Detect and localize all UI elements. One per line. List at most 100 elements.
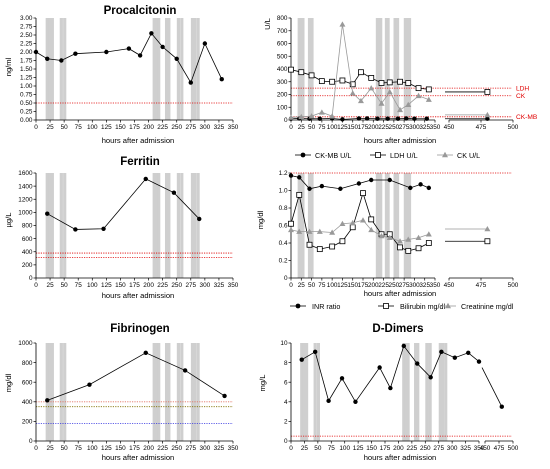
x-tick-label: 350 (430, 282, 441, 289)
x-tick-label: 0 (34, 282, 38, 289)
x-tick-label: 325 (419, 124, 430, 131)
data-point (360, 217, 366, 223)
legend: INR ratio Bilirubin mg/dl Creatinine mg/… (290, 302, 514, 311)
data-point (349, 90, 356, 96)
data-point (317, 116, 322, 121)
x-axis-label: hours after admission (102, 136, 175, 145)
legend-item-ck: CK U/L (437, 151, 480, 160)
treatment-band (190, 18, 195, 120)
data-point (87, 382, 92, 387)
treatment-band (152, 343, 156, 441)
x-tick-label: 150 (115, 282, 126, 289)
data-point (143, 176, 148, 182)
data-point (415, 245, 422, 252)
y-tick-label: 1000 (18, 340, 33, 347)
y-tick-label: 1.2 (279, 170, 288, 177)
data-point (188, 80, 193, 85)
x-tick-label: 450 (444, 282, 455, 289)
y-tick-label: 2 (284, 419, 288, 426)
data-point (357, 97, 364, 104)
series-ck-mb-u-l (288, 116, 490, 122)
x-tick-label: 25 (47, 445, 55, 452)
data-point (404, 116, 409, 121)
data-point (375, 116, 380, 121)
x-tick-label: 150 (347, 282, 358, 289)
data-point (329, 113, 336, 119)
data-point (326, 398, 331, 404)
y-tick-label: 1.50 (20, 66, 33, 73)
y-tick-label: 0.50 (20, 100, 33, 107)
data-point (386, 88, 393, 95)
x-tick-label: 300 (200, 124, 211, 131)
x-tick-label: 50 (61, 282, 69, 289)
reference-line-label: CK-MB (516, 114, 538, 121)
treatment-band (377, 173, 381, 278)
data-point (425, 231, 432, 237)
y-tick-label: 2.25 (20, 41, 33, 48)
treatment-band (157, 343, 161, 441)
data-point (318, 78, 325, 85)
legend-label: Bilirubin mg/dl (400, 302, 446, 311)
x-tick-label: 0 (289, 124, 293, 131)
x-axis-label: hours after admission (364, 136, 437, 145)
data-point (378, 233, 385, 239)
x-tick-label: 325 (214, 445, 225, 452)
x-tick-label: 175 (358, 124, 369, 131)
data-point (378, 80, 385, 86)
treatment-bands (297, 18, 412, 120)
treatment-band (300, 343, 304, 441)
y-tick-label: 6 (284, 379, 288, 386)
legend-marker-square (375, 152, 381, 158)
x-tick-label: 250 (171, 445, 182, 452)
x-tick-label: 100 (87, 124, 98, 131)
treatment-band (375, 18, 379, 120)
axes: 0.000.25 0.500.75 1.001.25 1.501.75 2.002.25… (20, 15, 239, 131)
y-tick-label: 2.75 (20, 24, 33, 31)
treatment-band (297, 173, 301, 278)
reference-line-label: CK (516, 93, 526, 100)
data-point (171, 190, 177, 195)
y-tick-label: 700 (277, 28, 288, 35)
treatment-band (190, 173, 195, 278)
x-tick-label: 175 (129, 124, 140, 131)
series-values (45, 350, 227, 403)
treatment-band (176, 343, 181, 441)
data-point (298, 113, 305, 120)
series-line (301, 345, 480, 403)
series-line-continuation (481, 367, 503, 407)
data-point (405, 247, 412, 254)
data-point (408, 185, 413, 191)
treatment-band (157, 173, 161, 278)
y-tick-label: 8 (284, 360, 288, 367)
data-point (426, 185, 432, 191)
legend-label: Creatinine mg/dl (461, 302, 514, 311)
y-tick-label: 1.0 (279, 188, 288, 195)
treatment-band (193, 173, 197, 278)
data-point (202, 41, 208, 46)
data-point (368, 85, 375, 91)
x-tick-label: 0 (34, 124, 38, 131)
treatment-band (45, 343, 49, 441)
data-point (329, 78, 336, 85)
chart-title: D-Dimers (372, 323, 423, 335)
treatment-band (63, 343, 67, 441)
data-point (288, 66, 294, 73)
x-tick-label: 75 (328, 445, 336, 452)
x-tick-label: 275 (185, 282, 196, 289)
y-tick-label: 800 (22, 223, 33, 230)
data-point (418, 182, 423, 187)
series-ck-u-l (288, 21, 491, 120)
y-axis-label: mg/dl (256, 210, 265, 229)
data-point (439, 349, 444, 355)
data-point (288, 226, 294, 233)
x-tick-label: 75 (75, 282, 83, 289)
data-point (329, 243, 336, 250)
legend-label: INR ratio (312, 302, 340, 311)
treatment-band (180, 18, 184, 120)
x-tick-label: 250 (389, 282, 400, 289)
y-tick-label: 1200 (18, 196, 33, 203)
x-tick-label: 175 (129, 445, 140, 452)
x-tick-label: 175 (358, 282, 369, 289)
x-tick-label: 325 (214, 124, 225, 131)
treatment-band (384, 18, 389, 120)
